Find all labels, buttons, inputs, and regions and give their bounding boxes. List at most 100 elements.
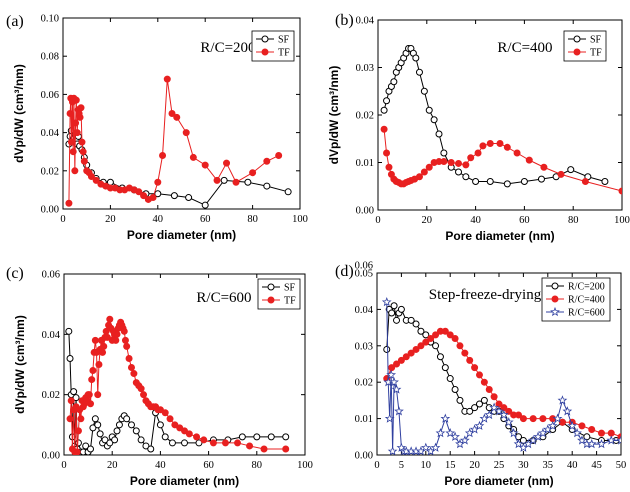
panel-4: 0 5 10 15 20 25 30 35 40 45 50 0.00 0.01 0.02 0.03 0.04…: [335, 261, 626, 489]
y-tick-label: 0.06: [355, 261, 373, 272]
data-point: [79, 148, 87, 156]
data-point: [503, 143, 511, 151]
data-point: [113, 427, 121, 435]
data-point: [466, 356, 474, 364]
legend-box: [257, 278, 301, 310]
data-point: [113, 330, 121, 338]
data-point: [201, 201, 209, 209]
data-point: [432, 331, 440, 339]
data-point: [618, 187, 622, 195]
x-axis-title: Pore diameter (nm): [130, 474, 239, 488]
x-tick-label: 100: [297, 460, 313, 471]
data-point: [386, 369, 397, 380]
legend: R/C=200 R/C=400 R/C=600: [541, 277, 611, 322]
y-tick-label: 0.00: [42, 451, 60, 462]
data-point: [562, 406, 573, 416]
data-point: [387, 446, 398, 455]
data-point: [100, 342, 108, 350]
data-point: [383, 97, 391, 105]
data-point: [440, 149, 448, 157]
x-tick-label: 20: [107, 460, 118, 471]
data-point: [529, 415, 537, 423]
data-point: [189, 153, 197, 161]
data-point: [415, 173, 423, 181]
data-point: [394, 406, 404, 416]
data-point: [412, 54, 420, 62]
legend-label: SF: [590, 35, 602, 46]
legend-label: TF: [590, 48, 602, 59]
data-point: [68, 138, 76, 146]
x-tick-label: 20: [469, 460, 480, 471]
data-point: [73, 448, 81, 455]
data-point: [456, 396, 464, 404]
y-tick-label: 0.03: [355, 341, 373, 352]
data-point: [123, 415, 131, 423]
data-point: [232, 178, 240, 186]
legend-box: [563, 30, 607, 62]
data-point: [140, 391, 148, 399]
series-line: [386, 302, 621, 452]
data-point: [121, 336, 129, 344]
data-point: [380, 125, 388, 133]
data-point: [446, 375, 454, 383]
data-point: [127, 364, 135, 372]
y-tick-label: 0.06: [41, 90, 59, 101]
data-point: [440, 413, 451, 423]
x-tick-label: 80: [247, 214, 258, 225]
legend-marker: [573, 48, 581, 56]
x-tick-label: 60: [203, 460, 214, 471]
y-tick-label: 0.04: [42, 330, 61, 341]
panel-label: (b): [335, 12, 354, 29]
data-point: [462, 161, 470, 169]
y-tick-label: 0.00: [355, 451, 373, 462]
data-point: [137, 385, 145, 393]
data-point: [123, 342, 131, 350]
data-point: [588, 426, 596, 434]
data-point: [557, 395, 568, 405]
data-point: [486, 140, 494, 147]
y-tick-label: 0.06: [42, 270, 60, 281]
data-point: [489, 402, 499, 412]
x-tick-label: 80: [568, 215, 579, 226]
data-point: [71, 167, 79, 175]
data-point: [89, 424, 97, 432]
data-point: [471, 364, 479, 372]
data-point: [503, 180, 511, 188]
data-point: [441, 364, 449, 372]
x-tick-label: 60: [519, 215, 530, 226]
data-point: [393, 360, 401, 368]
data-point: [267, 433, 275, 441]
data-point: [220, 176, 228, 184]
data-point: [213, 176, 221, 184]
legend-marker: [267, 296, 275, 304]
y-axis-title: dVp/dW (cm³/nm): [327, 66, 341, 165]
y-tick-label: 0.04: [41, 128, 60, 139]
series-R/C=400: [383, 327, 621, 441]
data-point: [125, 354, 133, 362]
data-point: [282, 445, 290, 453]
data-point: [485, 385, 493, 393]
data-point: [427, 335, 435, 343]
data-point: [69, 148, 77, 156]
x-axis-title: Pore diameter (nm): [445, 229, 554, 243]
data-point: [475, 400, 483, 408]
data-point: [412, 345, 420, 353]
data-point: [72, 96, 80, 104]
x-tick-label: 35: [543, 460, 554, 471]
data-point: [435, 428, 446, 438]
data-point: [95, 361, 103, 368]
data-point: [170, 192, 178, 200]
data-point: [66, 110, 74, 117]
y-tick-label: 0.04: [355, 305, 374, 316]
data-point: [417, 327, 425, 335]
data-point: [513, 149, 521, 157]
legend: SF TF: [563, 30, 607, 62]
data-point: [132, 427, 140, 435]
data-point: [474, 149, 482, 157]
data-point: [520, 178, 528, 185]
data-point: [140, 192, 148, 200]
data-point: [76, 113, 84, 121]
data-point: [77, 415, 85, 423]
data-point: [154, 190, 162, 198]
data-point: [66, 415, 74, 423]
